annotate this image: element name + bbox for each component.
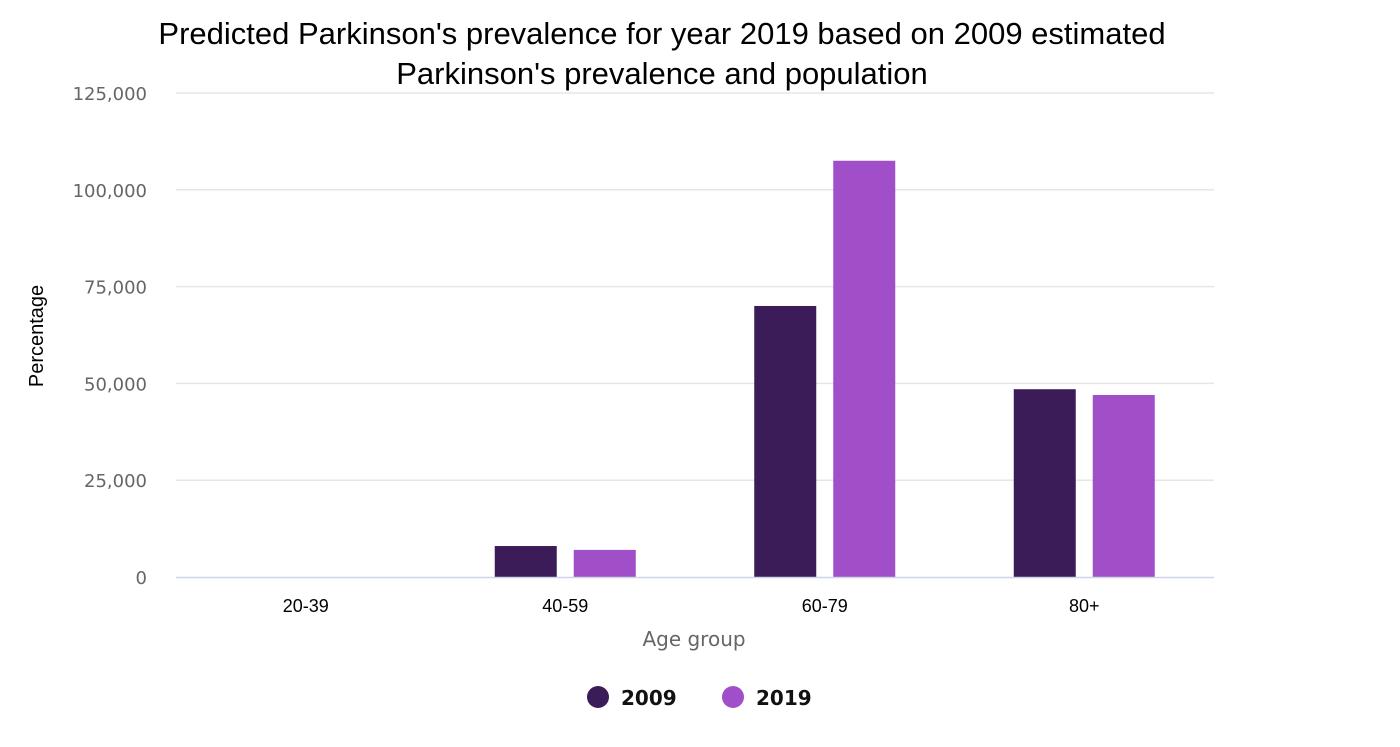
legend-marker <box>587 686 609 708</box>
legend-label: 2019 <box>756 686 812 710</box>
bars <box>494 160 1155 577</box>
legend-marker <box>722 686 744 708</box>
y-tick-label: 50,000 <box>84 374 147 395</box>
legend-label: 2009 <box>621 686 677 710</box>
bar-2019-80+[interactable] <box>1092 395 1155 577</box>
x-tick-label: 60-79 <box>802 596 848 616</box>
y-tick-label: 75,000 <box>84 278 147 299</box>
bar-2009-60-79[interactable] <box>754 305 817 577</box>
x-tick-label: 20-39 <box>283 596 329 616</box>
x-tick-label: 80+ <box>1069 596 1100 616</box>
y-tick-label: 0 <box>136 568 147 589</box>
chart-title: Predicted Parkinson's prevalence for yea… <box>158 16 1165 91</box>
y-axis-tick-labels: 0 25,000 50,000 75,000 100,000 125,000 <box>73 84 147 589</box>
y-tick-label: 100,000 <box>73 181 147 202</box>
bar-2009-80+[interactable] <box>1013 389 1076 577</box>
x-axis-title: Age group <box>642 627 745 651</box>
bar-2019-60-79[interactable] <box>833 160 896 577</box>
legend-item-2019[interactable]: 2019 <box>722 686 812 710</box>
y-axis-title: Percentage <box>26 285 48 387</box>
y-tick-label: 125,000 <box>73 84 147 105</box>
x-tick-label: 40-59 <box>542 596 588 616</box>
chart-title-line-1: Predicted Parkinson's prevalence for yea… <box>158 16 1165 51</box>
x-axis-tick-labels: 20-39 40-59 60-79 80+ <box>283 596 1100 616</box>
chart-title-line-2: Parkinson's prevalence and population <box>396 56 928 91</box>
bar-2009-40-59[interactable] <box>494 546 557 577</box>
bar-2019-40-59[interactable] <box>573 549 636 577</box>
legend-item-2009[interactable]: 2009 <box>587 686 677 710</box>
legend: 2009 2019 <box>587 686 812 710</box>
y-tick-label: 25,000 <box>84 471 147 492</box>
